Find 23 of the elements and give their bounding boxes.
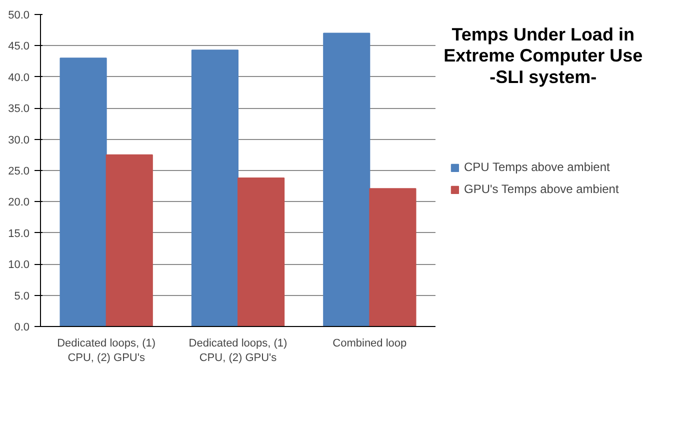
legend-label: CPU Temps above ambient bbox=[464, 160, 610, 174]
y-tick-label: 20.0 bbox=[8, 196, 30, 209]
x-tick-label: Dedicated loops, (1) CPU, (2) GPU's bbox=[188, 338, 288, 364]
y-tick-label: 40.0 bbox=[8, 72, 30, 84]
bar bbox=[369, 188, 416, 326]
bar bbox=[191, 50, 238, 326]
y-tick-label: 35.0 bbox=[8, 103, 30, 116]
y-tick-label: 0.0 bbox=[14, 322, 30, 334]
x-tick-label: Dedicated loops, (1) CPU, (2) GPU's bbox=[57, 338, 156, 364]
x-tick-label: Combined loop bbox=[332, 338, 407, 350]
y-tick-label: 30.0 bbox=[8, 134, 30, 146]
text: Temps Under Load in Extreme Computer Use -SLI system- bbox=[444, 24, 643, 87]
y-tick-label: 50.0 bbox=[8, 10, 30, 22]
bar bbox=[106, 154, 153, 326]
legend-label: GPU's Temps above ambient bbox=[464, 182, 619, 196]
y-tick-label: 10.0 bbox=[8, 259, 30, 272]
y-tick-label: 25.0 bbox=[8, 166, 30, 178]
y-tick-label: 45.0 bbox=[8, 40, 30, 53]
bar bbox=[238, 177, 285, 326]
y-tick-label: 5.0 bbox=[14, 290, 30, 302]
bar bbox=[323, 32, 370, 326]
bar bbox=[60, 58, 107, 326]
y-tick-label: 15.0 bbox=[8, 228, 30, 240]
